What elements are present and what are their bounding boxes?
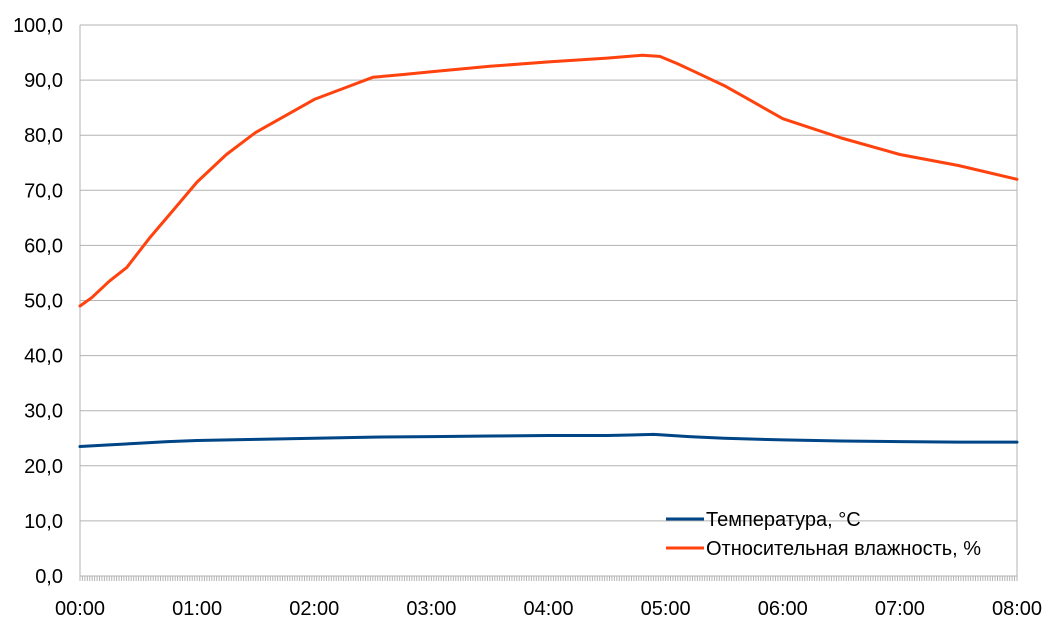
y-tick-label: 70,0: [24, 180, 63, 202]
x-minor-ticks: [79, 576, 1018, 581]
x-tick-label: 02:00: [289, 598, 339, 620]
y-tick-label: 100,0: [13, 15, 63, 37]
x-axis-tick-labels: 00:00 01:00 02:00 03:00 04:00 05:00 06:00 07:00…: [55, 598, 1042, 620]
y-tick-label: 90,0: [24, 70, 63, 92]
y-tick-label: 30,0: [24, 401, 63, 423]
y-tick-label: 10,0: [24, 511, 63, 533]
x-tick-label: 06:00: [758, 598, 808, 620]
series-lines: [78, 53, 1019, 448]
y-tick-label: 40,0: [24, 346, 63, 368]
legend-label-humidity: Относительная влажность, %: [706, 538, 981, 560]
y-tick-label: 50,0: [24, 291, 63, 313]
legend: Температура, °С Относительная влажность,…: [666, 509, 981, 560]
series-line-temperature: [78, 432, 1019, 448]
x-tick-label: 05:00: [641, 598, 691, 620]
x-axis-minor-ticks: [79, 576, 1018, 581]
x-tick-label: 03:00: [406, 598, 456, 620]
gridlines: [79, 24, 1018, 577]
x-tick-label: 01:00: [172, 598, 222, 620]
legend-label-temperature: Температура, °С: [706, 509, 861, 531]
x-tick-label: 04:00: [523, 598, 573, 620]
y-axis-tick-labels: 0,0 10,0 20,0 30,0 40,0 50,0 60,0 70,0 80,0 90,0 1…: [13, 15, 63, 588]
y-tick-label: 60,0: [24, 235, 63, 257]
series-line-humidity: [78, 53, 1019, 308]
x-tick-label: 07:00: [875, 598, 925, 620]
y-tick-label: 0,0: [35, 566, 63, 588]
x-tick-label: 00:00: [55, 598, 105, 620]
y-tick-label: 20,0: [24, 456, 63, 478]
y-tick-label: 80,0: [24, 125, 63, 147]
x-tick-label: 08:00: [992, 598, 1042, 620]
